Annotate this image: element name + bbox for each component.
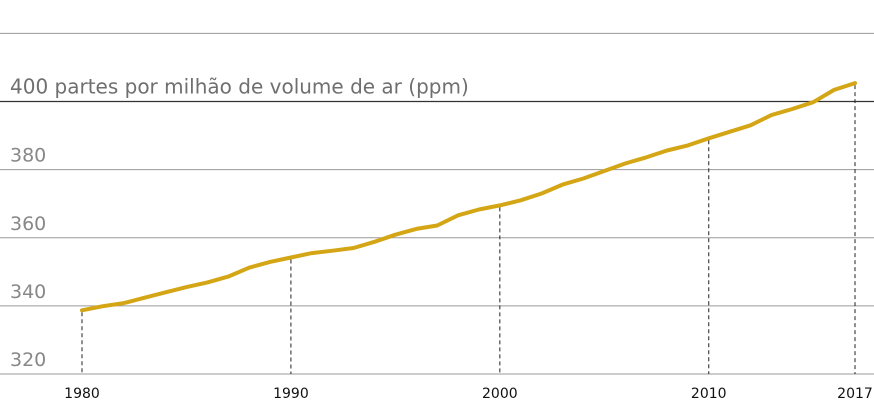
y-tick-label-340: 340	[10, 281, 46, 303]
co2-series-line	[80, 81, 857, 313]
x-tick-label-2010: 2010	[691, 386, 727, 402]
x-tick-label-1990: 1990	[273, 386, 309, 402]
y-tick-label-320: 320	[10, 349, 46, 371]
y-axis-tick-labels: 320 340 360 380 400 partes por milhão de vol…	[10, 75, 469, 372]
x-tick-label-2017: 2017	[837, 386, 873, 402]
y-tick-label-360: 360	[10, 213, 46, 235]
x-tick-label-1980: 1980	[64, 386, 100, 402]
gridlines	[0, 32, 874, 375]
x-axis-tick-labels: 1980 1990 2000 2010 2017	[64, 386, 873, 402]
series-layer	[80, 81, 857, 313]
year-drop-lines	[81, 85, 856, 374]
y-tick-label-380: 380	[10, 145, 46, 167]
y-tick-label-400: 400 partes por milhão de volume de ar (p…	[10, 75, 469, 99]
x-tick-label-2000: 2000	[482, 386, 518, 402]
